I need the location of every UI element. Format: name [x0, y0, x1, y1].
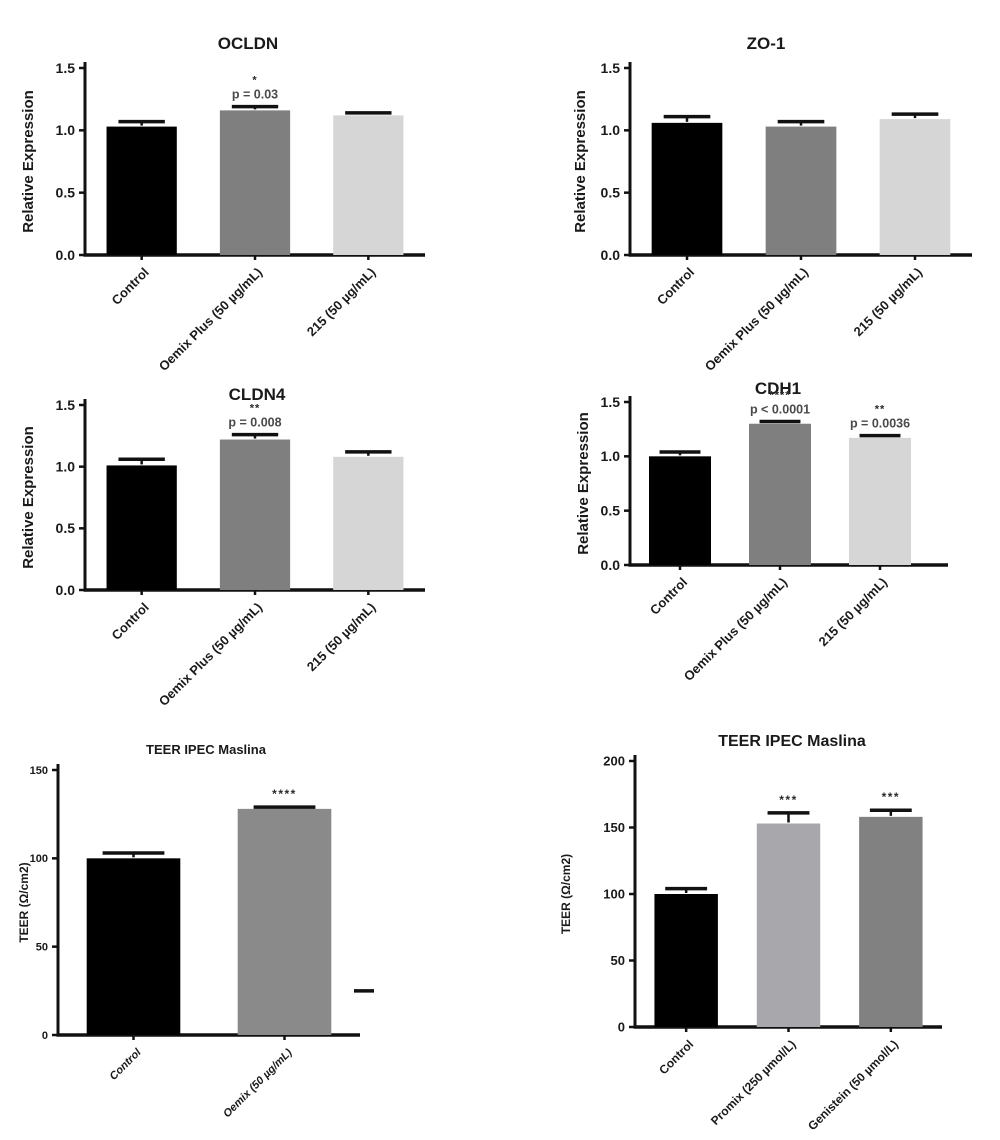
significance-stars: ***: [779, 793, 798, 807]
y-tick-label: 0.0: [56, 582, 76, 598]
chart-svg-teer-oemix: TEER IPEC Maslina TEER (Ω/cm2) 0 50 100 150 Co…: [17, 742, 374, 1120]
y-tick-label: 0.5: [601, 503, 621, 519]
chart-svg-cldn4: CLDN4 Relative Expression 0.0 0.5 1.0 1.5 Cont…: [20, 385, 425, 709]
x-category-label: Oemix Plus (50 µg/mL): [156, 600, 265, 709]
chart-svg-cdh1: CDH1 Relative Expression 0.0 0.5 1.0 1.5 Contr…: [575, 379, 948, 684]
bar-oemix-50-g-ml: [237, 808, 332, 1035]
bar-oemix-plus-50-g-ml: [749, 423, 811, 565]
p-value-label: p = 0.0036: [850, 417, 910, 431]
bar-215-50-g-ml: [333, 456, 404, 590]
y-tick-label: 1.5: [56, 397, 76, 413]
x-category-label: Control: [108, 600, 151, 643]
x-category-label: 215 (50 µg/mL): [304, 265, 379, 340]
chart-svg-teer-promix-genistein: TEER IPEC Maslina TEER (Ω/cm2) 0 50 100 150 20…: [559, 733, 942, 1133]
y-tick-label: 1.0: [56, 122, 76, 138]
bar-215-50-g-ml: [849, 437, 911, 565]
bar-215-50-g-ml: [879, 119, 951, 255]
y-tick-label: 100: [603, 887, 625, 902]
p-value-label: p = 0.008: [228, 416, 281, 430]
x-category-label: Control: [107, 1046, 144, 1083]
y-tick-label: 0: [618, 1020, 625, 1035]
significance-stars: ***: [882, 790, 901, 804]
y-tick-label: 1.0: [601, 448, 621, 464]
y-axis-label: Relative Expression: [20, 426, 37, 569]
bar-genistein-50-mol-l: [859, 816, 923, 1027]
chart-title: TEER IPEC Maslina: [146, 742, 267, 757]
bar-control: [106, 465, 177, 590]
chart-svg-zo1: ZO-1 Relative Expression 0.0 0.5 1.0 1.5 Contr…: [572, 34, 972, 374]
x-category-label: Oemix (50 µg/mL): [221, 1046, 295, 1120]
y-tick-label: 150: [603, 820, 625, 835]
chart-svg-ocldn: OCLDN Relative Expression 0.0 0.5 1.0 1.5 Cont…: [20, 34, 425, 374]
y-tick-label: 1.5: [56, 60, 76, 76]
chart-title: OCLDN: [218, 34, 278, 53]
significance-stars: *: [252, 75, 257, 87]
bar-oemix-plus-50-g-ml: [219, 439, 291, 590]
chart-title: TEER IPEC Maslina: [718, 733, 866, 750]
x-category-label: Oemix Plus (50 µg/mL): [681, 575, 790, 684]
x-category-label: 215 (50 µg/mL): [304, 600, 379, 675]
x-category-label: 215 (50 µg/mL): [850, 265, 925, 340]
x-category-label: Control: [647, 575, 690, 618]
y-tick-label: 0.0: [56, 247, 76, 263]
x-category-label: Control: [656, 1037, 696, 1077]
y-tick-label: 0: [42, 1030, 48, 1042]
y-tick-label: 50: [611, 953, 625, 968]
y-tick-label: 1.0: [601, 122, 621, 138]
chart-cldn4: CLDN4 Relative Expression 0.0 0.5 1.0 1.5 Cont…: [0, 368, 500, 713]
y-tick-label: 1.5: [601, 60, 621, 76]
x-category-label: Control: [654, 265, 697, 308]
chart-title: ZO-1: [747, 34, 786, 53]
bar-control: [654, 894, 718, 1027]
bar-control: [86, 858, 181, 1035]
x-category-label: Control: [108, 265, 151, 308]
y-tick-label: 150: [30, 765, 48, 777]
y-tick-label: 200: [603, 754, 625, 769]
y-axis-label: Relative Expression: [572, 90, 589, 233]
y-tick-label: 1.5: [601, 394, 621, 410]
x-category-label: Oemix Plus (50 µg/mL): [156, 265, 265, 374]
y-tick-label: 50: [36, 942, 48, 954]
chart-title: CDH1: [755, 379, 801, 398]
y-axis-label: TEER (Ω/cm2): [559, 854, 573, 934]
y-tick-label: 0.5: [56, 185, 76, 201]
x-category-label: Genistein (50 µmol/L): [805, 1037, 901, 1133]
chart-zo1: ZO-1 Relative Expression 0.0 0.5 1.0 1.5 Contr…: [500, 25, 1000, 374]
bar-control: [649, 456, 711, 565]
bar-promix-250-mol-l: [756, 823, 821, 1027]
y-tick-label: 0.5: [601, 185, 621, 201]
significance-stars: **: [875, 404, 886, 416]
x-category-label: Promix (250 µmol/L): [708, 1037, 799, 1128]
y-tick-label: 0.0: [601, 247, 621, 263]
bar-control: [651, 122, 723, 255]
y-axis-label: Relative Expression: [575, 412, 592, 555]
chart-teer-promix-genistein: TEER IPEC Maslina TEER (Ω/cm2) 0 50 100 150 20…: [510, 712, 1000, 1140]
bar-oemix-plus-50-g-ml: [219, 110, 291, 256]
chart-ocldn: OCLDN Relative Expression 0.0 0.5 1.0 1.5 Cont…: [0, 25, 500, 374]
bar-oemix-plus-50-g-ml: [765, 126, 837, 256]
chart-title: CLDN4: [229, 385, 286, 404]
significance-stars: ****: [769, 390, 790, 402]
chart-teer-oemix: TEER IPEC Maslina TEER (Ω/cm2) 0 50 100 150 Co…: [0, 718, 460, 1140]
significance-stars: **: [250, 403, 261, 415]
x-category-label: Oemix Plus (50 µg/mL): [702, 265, 811, 374]
y-axis-label: Relative Expression: [20, 90, 37, 233]
x-category-label: 215 (50 µg/mL): [815, 575, 890, 650]
chart-cdh1: CDH1 Relative Expression 0.0 0.5 1.0 1.5 Contr…: [500, 368, 1000, 713]
p-value-label: p < 0.0001: [750, 403, 810, 417]
y-tick-label: 0.5: [56, 520, 76, 536]
y-axis-label: TEER (Ω/cm2): [17, 862, 31, 942]
y-tick-label: 100: [30, 853, 48, 865]
significance-stars: ****: [272, 787, 297, 801]
y-tick-label: 1.0: [56, 459, 76, 475]
y-tick-label: 0.0: [601, 557, 621, 573]
bar-215-50-g-ml: [333, 115, 404, 255]
p-value-label: p = 0.03: [232, 88, 278, 102]
bar-control: [106, 126, 177, 256]
